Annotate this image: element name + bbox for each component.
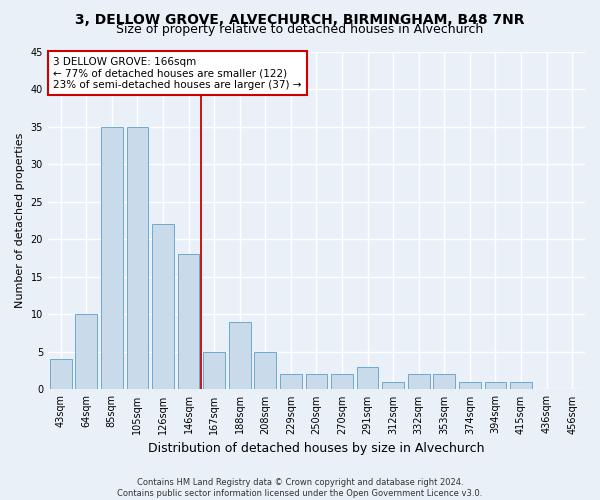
Bar	[382, 382, 404, 390]
Bar	[305, 374, 328, 390]
Bar	[203, 352, 225, 390]
Bar	[357, 367, 379, 390]
Text: Contains HM Land Registry data © Crown copyright and database right 2024.
Contai: Contains HM Land Registry data © Crown c…	[118, 478, 482, 498]
Bar	[50, 360, 71, 390]
Bar	[254, 352, 276, 390]
Text: 3, DELLOW GROVE, ALVECHURCH, BIRMINGHAM, B48 7NR: 3, DELLOW GROVE, ALVECHURCH, BIRMINGHAM,…	[75, 12, 525, 26]
Bar	[433, 374, 455, 390]
Bar	[280, 374, 302, 390]
Bar	[408, 374, 430, 390]
Text: Size of property relative to detached houses in Alvechurch: Size of property relative to detached ho…	[116, 22, 484, 36]
Bar	[76, 314, 97, 390]
Bar	[101, 126, 123, 390]
Bar	[459, 382, 481, 390]
Bar	[152, 224, 174, 390]
Y-axis label: Number of detached properties: Number of detached properties	[15, 133, 25, 308]
Bar	[331, 374, 353, 390]
Bar	[127, 126, 148, 390]
Bar	[510, 382, 532, 390]
Text: 3 DELLOW GROVE: 166sqm
← 77% of detached houses are smaller (122)
23% of semi-de: 3 DELLOW GROVE: 166sqm ← 77% of detached…	[53, 56, 302, 90]
Bar	[178, 254, 199, 390]
X-axis label: Distribution of detached houses by size in Alvechurch: Distribution of detached houses by size …	[148, 442, 485, 455]
Bar	[229, 322, 251, 390]
Bar	[485, 382, 506, 390]
